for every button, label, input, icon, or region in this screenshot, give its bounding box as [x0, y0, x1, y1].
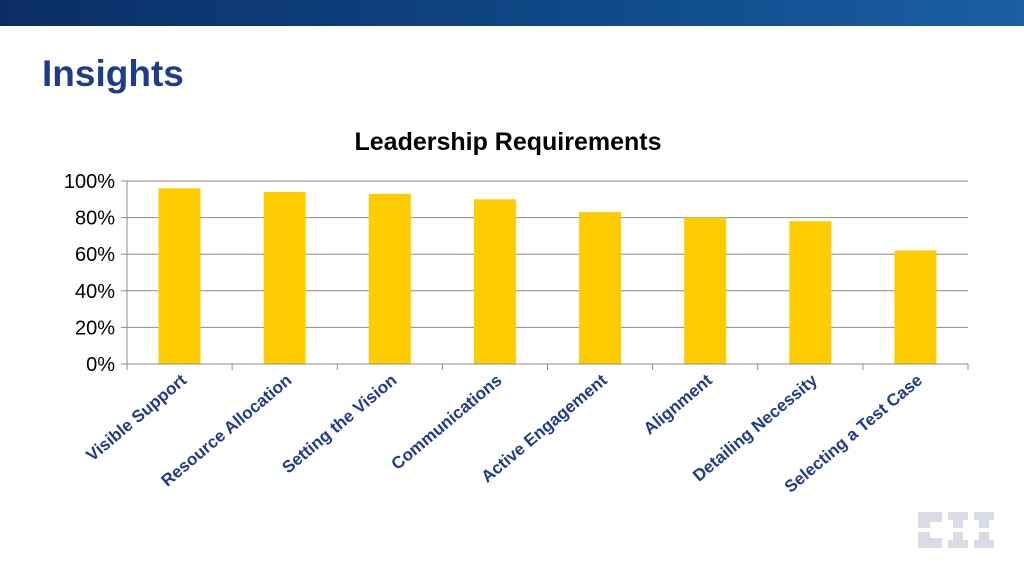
cii-logo: [918, 512, 1002, 548]
bar: [368, 193, 411, 364]
x-category-label: Visible Support: [83, 370, 191, 465]
y-tick-label: 40%: [75, 281, 115, 303]
x-category-label: Communications: [388, 371, 506, 474]
bars: [158, 188, 937, 364]
x-category-label: Alignment: [640, 370, 716, 438]
bar: [158, 188, 201, 364]
bar: [473, 199, 516, 364]
y-tick-label: 100%: [64, 171, 115, 193]
bar: [263, 191, 306, 364]
bar: [579, 212, 622, 364]
gridlines: [127, 180, 968, 328]
y-tick-label: 20%: [75, 317, 115, 339]
y-tick-label: 60%: [75, 244, 115, 266]
chart-title: Leadership Requirements: [354, 128, 661, 156]
y-tick-label: 0%: [86, 354, 115, 376]
x-axis: [126, 181, 969, 370]
bar: [789, 221, 832, 364]
y-axis-ticks: 0% 20% 40% 60% 80% 100%: [64, 171, 127, 376]
slide-title: Insights: [42, 53, 184, 94]
y-tick-label: 80%: [75, 208, 115, 230]
x-category-label: Setting the Vision: [278, 371, 400, 478]
bar: [684, 217, 727, 364]
bar: [894, 250, 937, 364]
header-bar: [0, 0, 1024, 26]
